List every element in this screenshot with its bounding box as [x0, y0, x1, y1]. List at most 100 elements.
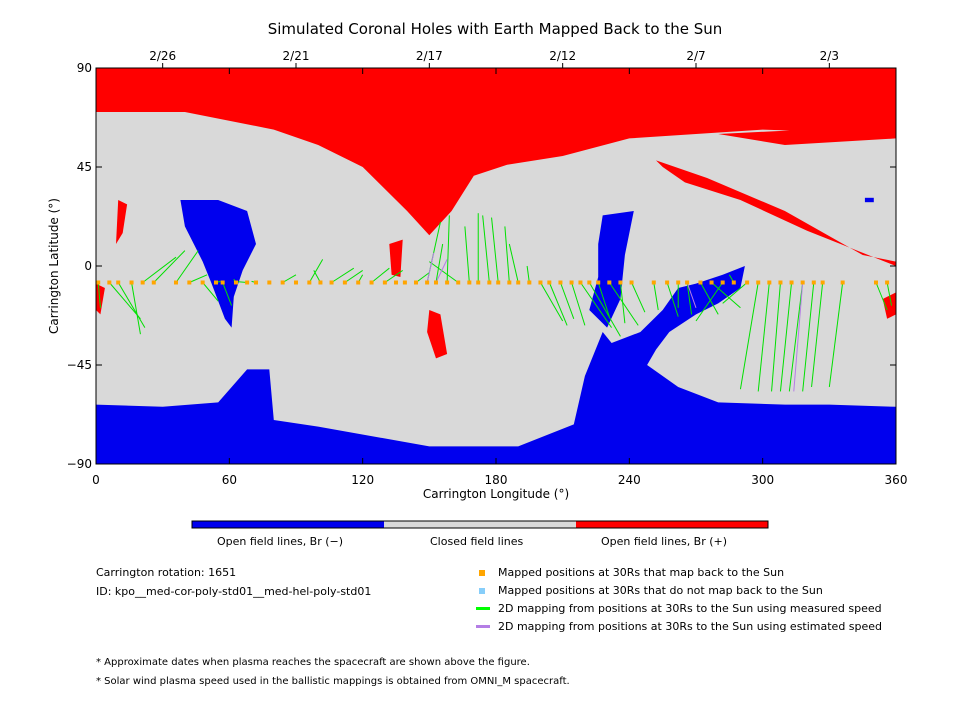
date-label: 2/12 [549, 49, 576, 63]
mapping-line [886, 282, 893, 306]
mapped-point [578, 280, 583, 285]
mapped-point [280, 280, 285, 285]
mapped-point [234, 280, 238, 285]
mapped-point [414, 280, 418, 285]
legend-swatch-purple [476, 625, 490, 628]
colorbar-positive [576, 521, 768, 528]
mapping-line [686, 282, 697, 308]
mapping-line [580, 282, 612, 328]
chart-title: Simulated Coronal Holes with Earth Mappe… [267, 20, 723, 38]
mapping-line [435, 243, 444, 283]
mapping-line [757, 282, 770, 392]
mapped-point [445, 280, 450, 285]
mapping-line [828, 282, 844, 388]
mapping-line [426, 252, 435, 283]
mapped-point [307, 280, 312, 285]
mapped-point [665, 280, 670, 285]
mapped-point [487, 280, 492, 285]
mapped-point [789, 280, 794, 285]
legend-swatch-green [476, 607, 490, 610]
mapping-line [526, 265, 530, 283]
mapping-line [344, 269, 363, 283]
mapped-point [129, 280, 134, 285]
mapping-line [131, 282, 141, 335]
field-region [389, 239, 403, 277]
mapped-point [187, 280, 192, 285]
model-id-text: ID: kpo__med-cor-poly-std01__med-hel-pol… [96, 585, 372, 598]
mapped-point [329, 280, 334, 285]
mapping-line [722, 282, 748, 304]
mapped-point [467, 280, 472, 285]
colorbar-label-positive: Open field lines, Br (+) [601, 535, 728, 548]
mapped-point [558, 280, 563, 285]
mapped-point [651, 280, 656, 285]
y-tick-label: 90 [77, 61, 92, 75]
mapped-point [456, 280, 461, 285]
x-axis-label: Carrington Longitude (°) [423, 487, 569, 501]
mapping-line [631, 282, 646, 313]
mapped-point [811, 280, 816, 285]
mapping-line [313, 270, 321, 283]
colorbar-frame [191, 520, 769, 529]
legend-swatch-orange [479, 570, 485, 576]
colorbar-label-closed: Closed field lines [430, 535, 524, 548]
x-tick-label: 360 [885, 473, 908, 487]
mapped-point [245, 280, 250, 285]
mapped-point [547, 280, 552, 285]
mapping-line [175, 250, 199, 283]
mapped-point [200, 280, 205, 285]
mapped-point [720, 280, 725, 285]
field-region [96, 68, 896, 236]
mapped-point [140, 280, 145, 285]
mapped-point [294, 280, 298, 285]
mapping-line [695, 282, 724, 322]
mapping-line [711, 282, 741, 309]
colorbar-negative [192, 521, 384, 528]
mapping-line [153, 250, 186, 283]
mapped-point [820, 280, 825, 285]
date-label: 2/17 [416, 49, 443, 63]
mapped-point [356, 280, 361, 285]
mapped-point [778, 280, 783, 285]
mapped-point [698, 280, 703, 285]
mapped-point [569, 280, 574, 285]
mapping-line [282, 274, 297, 283]
mapping-line [429, 261, 459, 283]
mapping-line [540, 282, 564, 322]
mapped-point [151, 280, 156, 285]
mapped-point [507, 280, 512, 285]
mapping-line [189, 274, 208, 283]
mapping-line [548, 282, 568, 326]
y-tick-label: −90 [67, 457, 92, 471]
mapped-point [527, 280, 532, 285]
mapping-line [308, 259, 324, 283]
field-region [180, 200, 256, 328]
date-label: 2/7 [686, 49, 705, 63]
y-tick-label: 0 [84, 259, 92, 273]
field-region [96, 283, 105, 315]
mapping-line [597, 282, 610, 317]
mapping-line [559, 282, 575, 319]
legend-label: Mapped positions at 30Rs that map back t… [498, 566, 785, 579]
footnote: * Approximate dates when plasma reaches … [96, 657, 530, 668]
mapped-point [800, 280, 805, 285]
mapping-line [666, 282, 679, 317]
x-tick-label: 60 [222, 473, 237, 487]
mapped-point [874, 280, 878, 285]
mapping-line [508, 243, 519, 283]
x-tick-label: 120 [351, 473, 374, 487]
legend-label: Mapped positions at 30Rs that do not map… [498, 584, 823, 597]
mapped-point [214, 280, 218, 285]
field-region [656, 160, 896, 266]
colorbar-label-negative: Open field lines, Br (−) [217, 535, 344, 548]
mapped-point [596, 280, 601, 285]
field-region [864, 197, 874, 203]
mapped-point [885, 280, 890, 285]
mapped-point [629, 280, 634, 285]
mapped-point [342, 280, 347, 285]
mapping-line [331, 267, 355, 283]
mapped-point [402, 280, 407, 285]
legend-label: 2D mapping from positions at 30Rs to the… [498, 620, 883, 633]
mapping-line [793, 282, 804, 392]
